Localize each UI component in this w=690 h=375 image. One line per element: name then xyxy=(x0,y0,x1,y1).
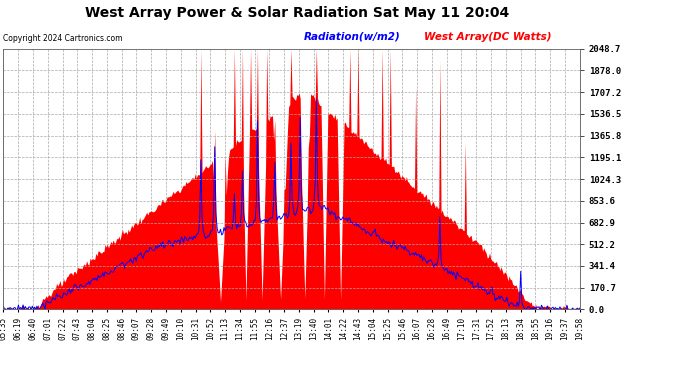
Text: Radiation(w/m2): Radiation(w/m2) xyxy=(304,32,400,42)
Text: West Array(DC Watts): West Array(DC Watts) xyxy=(424,32,552,42)
Text: Copyright 2024 Cartronics.com: Copyright 2024 Cartronics.com xyxy=(3,34,123,43)
Text: West Array Power & Solar Radiation Sat May 11 20:04: West Array Power & Solar Radiation Sat M… xyxy=(85,6,509,20)
